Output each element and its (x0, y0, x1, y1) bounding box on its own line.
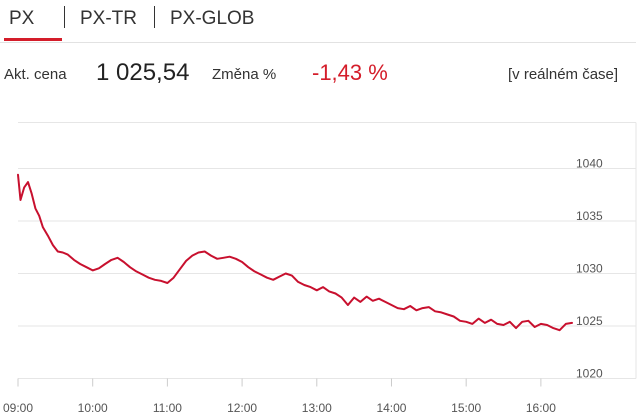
y-tick-label: 1025 (576, 314, 603, 328)
tab-separator (64, 6, 65, 28)
change-label: Změna % (212, 66, 277, 83)
y-tick-label: 1020 (576, 367, 603, 381)
tab-separator (154, 6, 155, 28)
series-line (17, 173, 573, 332)
x-tick-label: 11:00 (153, 401, 182, 415)
x-tick-label: 15:00 (451, 401, 481, 415)
realtime-mode-label[interactable]: [v reálném čase] (508, 66, 619, 83)
price-label: Akt. cena (4, 66, 67, 83)
y-tick-label: 1030 (576, 262, 603, 276)
y-tick-label: 1040 (576, 157, 603, 171)
x-tick-label: 13:00 (302, 401, 332, 415)
x-tick-label: 12:00 (227, 401, 257, 415)
x-tick-label: 16:00 (526, 401, 556, 415)
x-tick-label: 09:00 (3, 401, 33, 415)
tab-px[interactable]: PX (9, 8, 35, 29)
x-tick-label: 14:00 (376, 401, 406, 415)
quote-summary: Akt. cena 1 025,54 Změna % -1,43 % [v re… (0, 58, 640, 92)
price-value: 1 025,54 (96, 59, 190, 86)
change-value: -1,43 % (312, 60, 388, 85)
tab-px-glob[interactable]: PX-GLOB (170, 8, 255, 29)
x-tick-label: 10:00 (78, 401, 108, 415)
tab-px-tr[interactable]: PX-TR (80, 8, 137, 29)
index-tabs: PX PX-TR PX-GLOB (0, 0, 636, 43)
y-tick-label: 1035 (576, 209, 603, 223)
active-tab-indicator (4, 38, 62, 41)
